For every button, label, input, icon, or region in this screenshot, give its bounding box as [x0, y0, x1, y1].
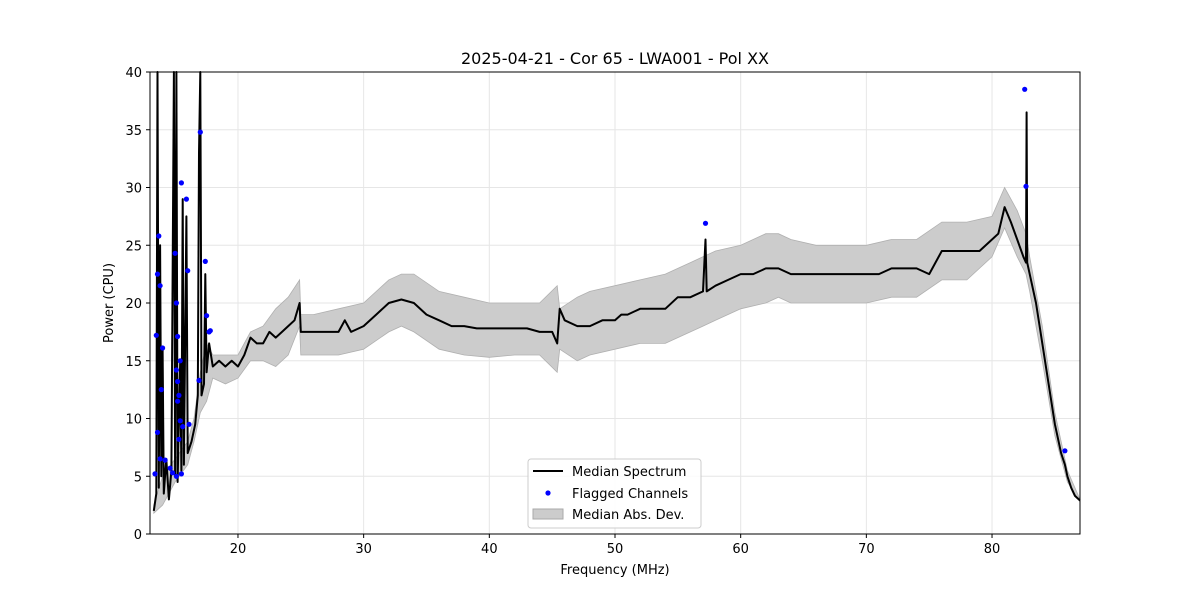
- y-tick-label: 40: [125, 66, 142, 81]
- flagged-channel-point: [175, 378, 181, 385]
- flagged-channel-point: [175, 398, 181, 404]
- y-tick-label: 35: [125, 124, 142, 139]
- x-tick-label: 40: [481, 542, 498, 557]
- flagged-channel-point: [175, 333, 181, 340]
- flagged-channel-point: [183, 196, 189, 202]
- flagged-channel-point: [177, 418, 183, 424]
- flagged-channel-point: [1062, 448, 1068, 454]
- x-axis-label: Frequency (MHz): [560, 563, 669, 578]
- flagged-channel-point: [152, 471, 158, 477]
- flagged-channel-point: [177, 358, 183, 364]
- plot-area: [152, 71, 1081, 515]
- flagged-channel-point: [178, 471, 184, 477]
- y-tick-label: 15: [125, 355, 142, 370]
- flagged-channel-point: [185, 268, 191, 274]
- flagged-channel-point: [172, 250, 178, 256]
- flagged-channel-point: [162, 457, 168, 463]
- flagged-channel-point: [157, 456, 163, 462]
- y-tick-label: 25: [125, 239, 142, 254]
- median-spectrum-line: [152, 71, 1081, 512]
- x-tick-label: 30: [355, 542, 372, 557]
- legend-label-median-spectrum: Median Spectrum: [572, 465, 686, 480]
- legend-area-swatch: [532, 508, 564, 520]
- flagged-channel-point: [196, 377, 202, 383]
- flagged-channel-point: [702, 220, 709, 226]
- x-tick-label: 50: [607, 542, 624, 557]
- legend-dot-swatch: [545, 490, 551, 496]
- flagged-channel-point: [160, 345, 166, 351]
- x-tick-label: 80: [984, 542, 1001, 557]
- flagged-channel-point: [157, 283, 163, 289]
- legend-label-flagged-channels: Flagged Channels: [572, 487, 688, 502]
- flagged-channel-point: [156, 233, 162, 239]
- flagged-channel-point: [1023, 183, 1029, 189]
- y-tick-label: 0: [134, 528, 142, 543]
- x-tick-label: 60: [732, 542, 749, 557]
- flagged-channel-point: [167, 465, 173, 471]
- flagged-channel-point: [204, 313, 210, 319]
- y-tick-label: 30: [125, 182, 142, 197]
- flagged-channel-point: [176, 392, 182, 398]
- x-tick-label: 20: [230, 542, 247, 557]
- legend: Median Spectrum Flagged Channels Median …: [527, 458, 702, 529]
- flagged-channel-point: [158, 387, 164, 393]
- chart-title: 2025-04-21 - Cor 65 - LWA001 - Pol XX: [461, 49, 769, 68]
- flagged-channel-point: [153, 332, 159, 338]
- flagged-channel-point: [173, 473, 179, 479]
- flagged-channel-point: [202, 258, 208, 264]
- flagged-channel-point: [170, 470, 176, 476]
- legend-box: [527, 458, 702, 529]
- flagged-channel-point: [154, 271, 161, 277]
- x-tick-label: 70: [858, 542, 875, 557]
- flagged-channel-point: [207, 328, 213, 334]
- flagged-channel-point: [1022, 86, 1028, 92]
- flagged-channel-point: [178, 180, 184, 186]
- y-tick-label: 20: [125, 297, 142, 312]
- flagged-channel-point: [186, 421, 192, 427]
- flagged-channel-point: [173, 367, 179, 373]
- x-axis: 20 30 40 50 60 70 80: [230, 534, 1001, 557]
- y-tick-label: 10: [125, 413, 142, 428]
- y-axis-label: Power (CPU): [102, 263, 117, 343]
- flagged-channel-point: [180, 424, 186, 430]
- y-tick-label: 5: [134, 470, 142, 485]
- y-axis: 0 5 10 15 20 25 30 35 40: [125, 66, 150, 543]
- flagged-channel-point: [197, 129, 203, 135]
- flagged-channel-point: [154, 429, 161, 435]
- flagged-channel-point: [176, 436, 182, 442]
- flagged-channel-point: [173, 300, 179, 306]
- legend-label-median-abs-dev: Median Abs. Dev.: [572, 508, 684, 523]
